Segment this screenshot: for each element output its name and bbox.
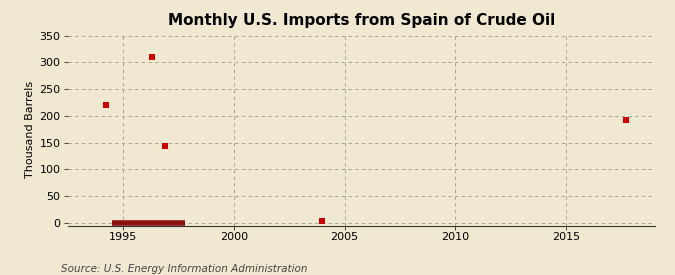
Text: Source: U.S. Energy Information Administration: Source: U.S. Energy Information Administ…: [61, 264, 307, 274]
Y-axis label: Thousand Barrels: Thousand Barrels: [25, 81, 35, 178]
Title: Monthly U.S. Imports from Spain of Crude Oil: Monthly U.S. Imports from Spain of Crude…: [167, 13, 555, 28]
